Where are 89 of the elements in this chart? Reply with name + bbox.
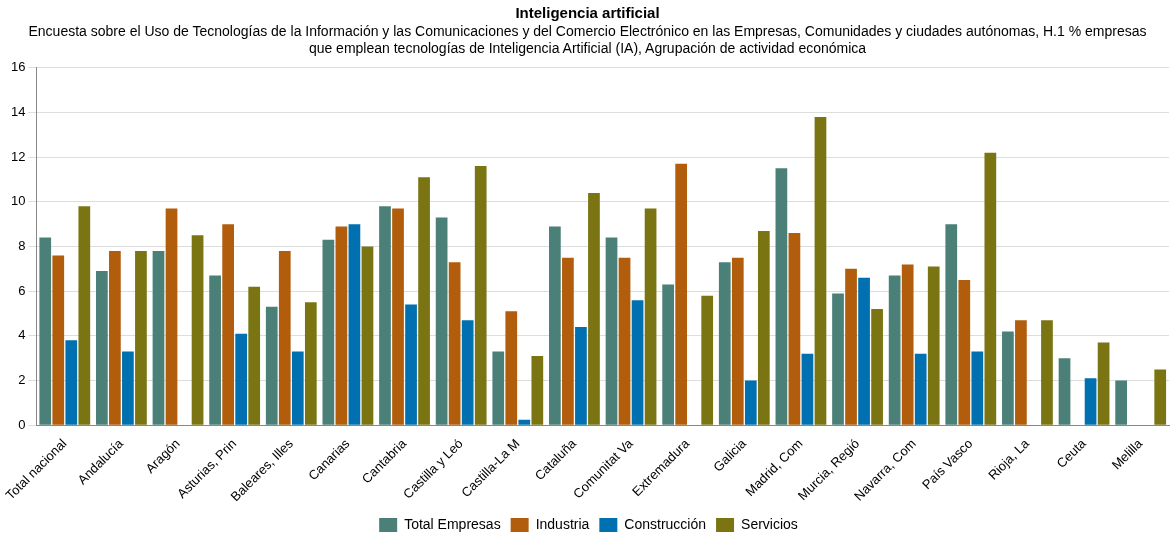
bar bbox=[304, 302, 317, 425]
bar bbox=[1002, 331, 1014, 425]
bar bbox=[927, 266, 940, 425]
bar bbox=[1015, 320, 1027, 425]
y-tick-label: 2 bbox=[18, 372, 26, 388]
bar bbox=[109, 250, 121, 425]
bar bbox=[788, 233, 801, 425]
bar bbox=[701, 295, 714, 425]
y-tick-label: 0 bbox=[18, 416, 26, 432]
bar bbox=[448, 262, 461, 425]
bar bbox=[152, 250, 165, 425]
bar bbox=[1115, 380, 1128, 425]
bar bbox=[461, 320, 474, 425]
bar bbox=[505, 311, 518, 425]
bar bbox=[845, 268, 857, 425]
bar bbox=[361, 246, 374, 425]
y-tick-label: 8 bbox=[18, 238, 26, 254]
y-tick-label: 10 bbox=[10, 193, 26, 209]
bar bbox=[958, 280, 971, 425]
bar bbox=[379, 206, 391, 425]
bar bbox=[291, 351, 304, 425]
bar bbox=[675, 163, 688, 425]
bar bbox=[165, 208, 178, 425]
bar bbox=[78, 206, 91, 425]
bar bbox=[731, 257, 744, 425]
bar bbox=[278, 250, 291, 425]
bar bbox=[588, 192, 600, 425]
bar bbox=[914, 353, 927, 425]
bar bbox=[474, 166, 487, 425]
chart-subtitle: Encuesta sobre el Uso de Tecnologías de la Información y las Comunicaciones y del Comercio Electrónico en las Empresas, Comunidades y ciudades autónomas, H.1 % empresas que emplean tecnologías de Inteligencia Artificial (IA), Agrupación de actividad económica bbox=[27, 23, 1148, 57]
bar bbox=[191, 235, 204, 425]
bar bbox=[348, 224, 361, 425]
bar bbox=[605, 237, 618, 425]
bar bbox=[945, 224, 958, 425]
chart-title: Inteligencia artificial bbox=[514, 4, 661, 21]
bar bbox=[549, 226, 561, 425]
bar bbox=[1084, 378, 1097, 425]
bar bbox=[122, 351, 134, 425]
bar bbox=[858, 277, 870, 425]
bar bbox=[901, 264, 914, 425]
y-tick-label: 4 bbox=[18, 327, 26, 343]
bar bbox=[492, 351, 505, 425]
bar bbox=[718, 262, 731, 425]
bar bbox=[1154, 369, 1167, 425]
bar bbox=[52, 255, 65, 425]
bar bbox=[1058, 358, 1071, 425]
bar bbox=[335, 226, 348, 425]
bar bbox=[832, 293, 844, 425]
bar bbox=[562, 257, 574, 425]
bar bbox=[39, 237, 52, 425]
bar bbox=[971, 351, 984, 425]
bar bbox=[575, 326, 587, 425]
bar bbox=[1097, 342, 1110, 425]
bar bbox=[222, 224, 234, 425]
bar bbox=[248, 286, 261, 425]
bar bbox=[265, 306, 278, 425]
legend-label: Total Empresas bbox=[404, 515, 501, 532]
bar bbox=[418, 177, 430, 425]
bar bbox=[392, 208, 404, 425]
bar bbox=[405, 304, 417, 425]
bar bbox=[644, 208, 657, 425]
y-tick-label: 12 bbox=[10, 148, 26, 164]
bar bbox=[871, 309, 883, 425]
bar bbox=[322, 239, 335, 425]
bar bbox=[96, 271, 108, 425]
bar bbox=[435, 217, 448, 425]
bar bbox=[814, 116, 827, 425]
bar bbox=[801, 353, 814, 425]
bar bbox=[757, 230, 770, 425]
bar bbox=[662, 284, 674, 425]
y-tick-label: 6 bbox=[18, 282, 26, 298]
bar bbox=[744, 380, 757, 425]
y-tick-label: 14 bbox=[10, 104, 26, 120]
bar bbox=[135, 250, 147, 425]
bar bbox=[235, 333, 248, 425]
bar bbox=[618, 257, 631, 425]
bar bbox=[518, 419, 531, 425]
y-tick-label: 16 bbox=[10, 59, 26, 75]
legend-label: Servicios bbox=[741, 515, 798, 532]
bar bbox=[631, 300, 644, 425]
legend-label: Construcción bbox=[624, 515, 707, 532]
bar bbox=[984, 152, 997, 425]
bar bbox=[65, 340, 78, 425]
bar bbox=[888, 275, 901, 425]
legend-label: Industria bbox=[535, 515, 590, 532]
bar bbox=[775, 168, 788, 425]
bar bbox=[209, 275, 221, 425]
bar bbox=[1041, 320, 1053, 425]
bar bbox=[531, 355, 544, 425]
